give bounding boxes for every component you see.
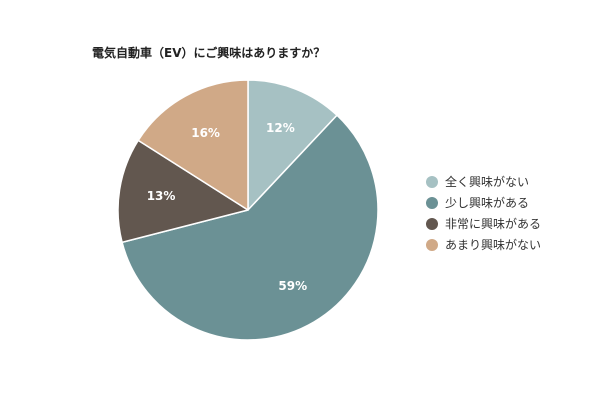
chart-title: 電気自動車（EV）にご興味はありますか？	[92, 46, 326, 60]
legend-swatch	[426, 217, 438, 230]
legend-swatch	[426, 238, 438, 251]
pie-slice-label: 59%	[278, 279, 307, 293]
legend-swatch	[426, 175, 438, 188]
pie-slice	[121, 114, 379, 341]
legend-item: 少し興味がある	[426, 192, 541, 213]
legend-label: あまり興味がない	[445, 238, 542, 252]
pie-slice-label: 13%	[147, 189, 176, 203]
pie-slices	[117, 79, 379, 341]
pie-slice-labels: 12% 59% 13% 16%	[147, 121, 307, 293]
chart-legend: 全く興味がない 少し興味がある 非常に興味がある あまり興味がない	[426, 171, 541, 255]
legend-label: 非常に興味がある	[445, 217, 542, 231]
pie-slice	[117, 139, 249, 244]
pie-slice-label: 16%	[191, 126, 220, 140]
legend-item: 全く興味がない	[426, 171, 541, 192]
pie-slice	[137, 79, 249, 211]
pie-slice-label: 12%	[266, 121, 295, 135]
legend-label: 少し興味がある	[445, 196, 530, 210]
legend-swatch	[426, 196, 438, 209]
pie-slice	[247, 79, 338, 211]
legend-label: 全く興味がない	[445, 175, 530, 189]
legend-item: あまり興味がない	[426, 234, 541, 255]
legend-item: 非常に興味がある	[426, 213, 541, 234]
